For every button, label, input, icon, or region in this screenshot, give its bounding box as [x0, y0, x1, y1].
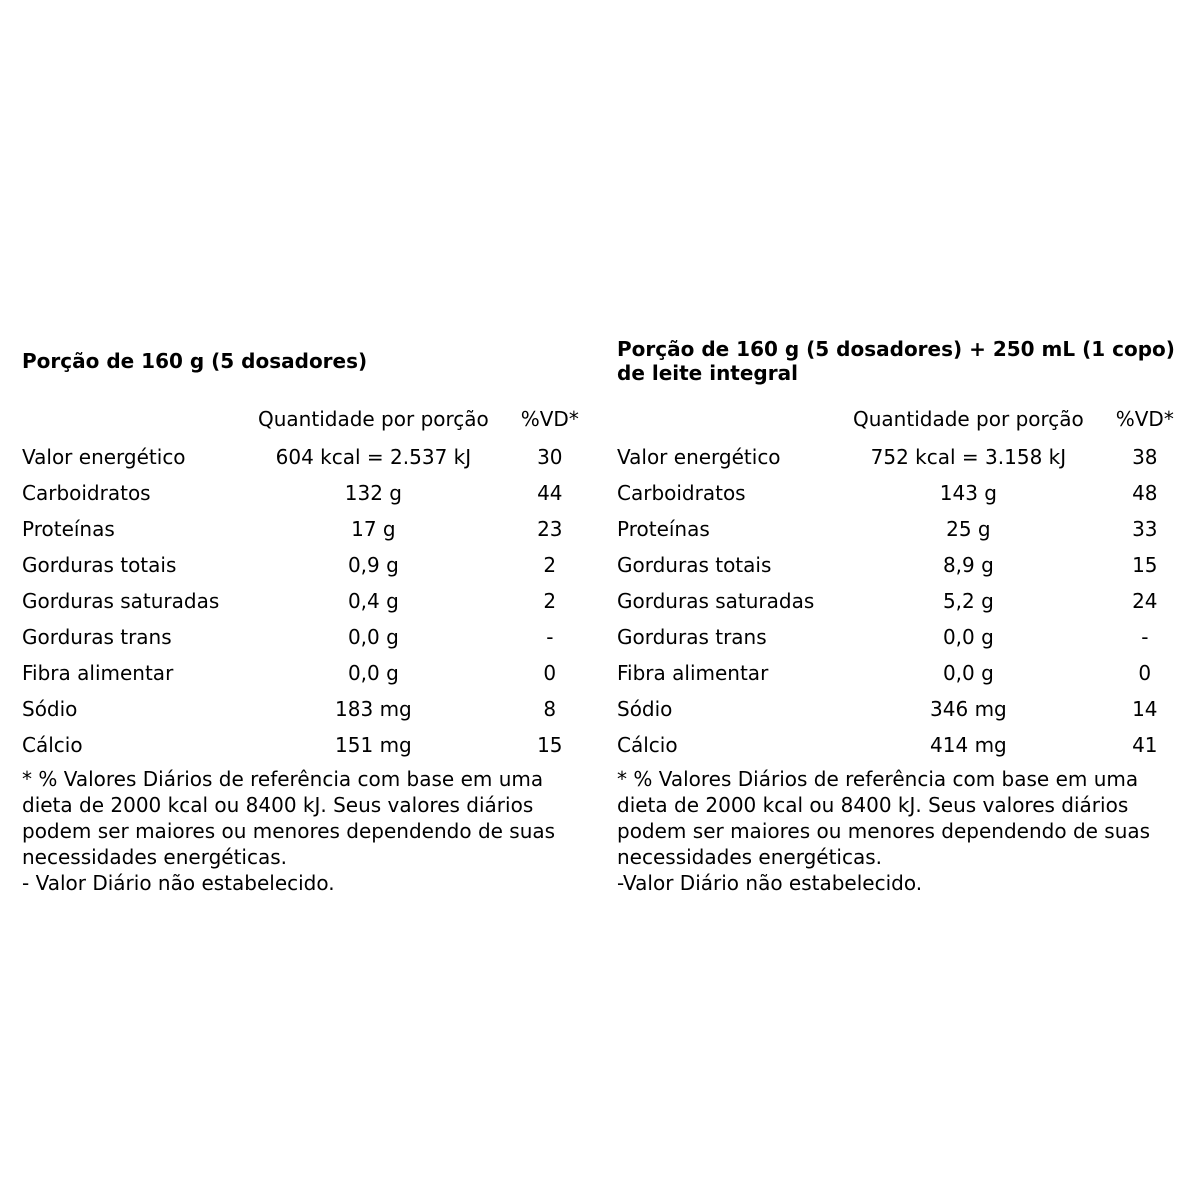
nutrient-dv: 15: [1132, 553, 1158, 577]
nutrient-label: Carboidratos: [617, 481, 746, 505]
nutrient-quantity: 752 kcal = 3.158 kJ: [870, 445, 1067, 469]
table-row: Sódio 183 mg 8: [22, 691, 582, 727]
nutrient-quantity: 0,4 g: [347, 589, 399, 613]
nutrient-dv: 23: [537, 517, 563, 541]
nutrient-dv: 0: [1138, 661, 1152, 685]
nutrient-label: Proteínas: [617, 517, 710, 541]
table-row: Sódio 346 mg 14: [617, 691, 1177, 727]
nutrient-quantity: 0,0 g: [942, 625, 994, 649]
table-row: Proteínas 17 g 23: [22, 511, 582, 547]
daily-values-footnote: * % Valores Diários de referência com ba…: [617, 767, 1151, 869]
nutrient-label: Sódio: [617, 697, 673, 721]
nutrition-table: Quantidade por porção %VD* Valor energét…: [617, 399, 1177, 763]
nutrient-label: Cálcio: [22, 733, 83, 757]
nutrient-label: Gorduras totais: [617, 553, 772, 577]
nutrient-quantity: 8,9 g: [942, 553, 994, 577]
nutrient-label: Gorduras trans: [617, 625, 767, 649]
nutrient-quantity: 143 g: [939, 481, 997, 505]
table-row: Cálcio 151 mg 15: [22, 727, 582, 763]
header-spacer: [617, 399, 824, 439]
table-row: Carboidratos 132 g 44: [22, 475, 582, 511]
nutrition-table: Quantidade por porção %VD* Valor energét…: [22, 399, 582, 763]
dash-footnote: -Valor Diário não estabelecido.: [617, 871, 923, 895]
nutrient-dv: 0: [543, 661, 557, 685]
daily-values-footnote: * % Valores Diários de referência com ba…: [22, 767, 556, 869]
nutrient-quantity: 346 mg: [930, 697, 1007, 721]
nutrient-quantity: 25 g: [946, 517, 991, 541]
nutrient-dv: 48: [1132, 481, 1158, 505]
table-row: Gorduras trans 0,0 g -: [617, 619, 1177, 655]
header-spacer: [22, 399, 229, 439]
nutrient-quantity: 132 g: [344, 481, 402, 505]
nutrient-quantity: 0,0 g: [942, 661, 994, 685]
panel-title: Porção de 160 g (5 dosadores): [22, 337, 582, 385]
dash-footnote: - Valor Diário não estabelecido.: [22, 871, 335, 895]
nutrient-quantity: 0,0 g: [347, 661, 399, 685]
column-header-dv: %VD*: [1115, 407, 1174, 431]
header-row: Quantidade por porção %VD*: [22, 399, 582, 439]
table-row: Valor energético 604 kcal = 2.537 kJ 30: [22, 439, 582, 475]
column-header-quantity: Quantidade por porção: [853, 407, 1084, 431]
table-row: Gorduras totais 0,9 g 2: [22, 547, 582, 583]
column-header-quantity: Quantidade por porção: [258, 407, 489, 431]
table-row: Gorduras saturadas 5,2 g 24: [617, 583, 1177, 619]
nutrient-label: Gorduras saturadas: [22, 589, 220, 613]
nutrient-quantity: 414 mg: [930, 733, 1007, 757]
nutrient-dv: 30: [537, 445, 563, 469]
panel-title: Porção de 160 g (5 dosadores) + 250 mL (…: [617, 337, 1177, 385]
table-row: Gorduras totais 8,9 g 15: [617, 547, 1177, 583]
table-row: Valor energético 752 kcal = 3.158 kJ 38: [617, 439, 1177, 475]
table-row: Fibra alimentar 0,0 g 0: [617, 655, 1177, 691]
nutrient-dv: 2: [543, 553, 557, 577]
nutrient-quantity: 0,9 g: [347, 553, 399, 577]
nutrient-label: Sódio: [22, 697, 78, 721]
panel-title-text: Porção de 160 g (5 dosadores) + 250 mL (…: [617, 337, 1175, 385]
nutrient-label: Fibra alimentar: [22, 661, 174, 685]
nutrient-quantity: 183 mg: [335, 697, 412, 721]
nutrient-dv: 38: [1132, 445, 1158, 469]
nutrient-quantity: 151 mg: [335, 733, 412, 757]
nutrient-dv: 15: [537, 733, 563, 757]
table-row: Proteínas 25 g 33: [617, 511, 1177, 547]
nutrient-quantity: 17 g: [351, 517, 396, 541]
nutrition-info-section: Porção de 160 g (5 dosadores) Quantidade…: [22, 337, 1177, 896]
nutrient-dv: 2: [543, 589, 557, 613]
nutrient-dv: 44: [537, 481, 563, 505]
nutrient-label: Cálcio: [617, 733, 678, 757]
nutrient-dv: 14: [1132, 697, 1158, 721]
nutrient-label: Carboidratos: [22, 481, 151, 505]
nutrient-dv: -: [546, 625, 554, 649]
nutrition-panel-serving-with-milk: Porção de 160 g (5 dosadores) + 250 mL (…: [617, 337, 1177, 896]
header-row: Quantidade por porção %VD*: [617, 399, 1177, 439]
nutrient-label: Valor energético: [617, 445, 781, 469]
nutrient-dv: -: [1141, 625, 1149, 649]
nutrient-dv: 33: [1132, 517, 1158, 541]
table-row: Cálcio 414 mg 41: [617, 727, 1177, 763]
nutrient-label: Gorduras totais: [22, 553, 177, 577]
nutrient-label: Gorduras saturadas: [617, 589, 815, 613]
table-row: Gorduras trans 0,0 g -: [22, 619, 582, 655]
table-row: Gorduras saturadas 0,4 g 2: [22, 583, 582, 619]
nutrient-dv: 24: [1132, 589, 1158, 613]
nutrient-label: Gorduras trans: [22, 625, 172, 649]
nutrient-label: Proteínas: [22, 517, 115, 541]
nutrient-label: Fibra alimentar: [617, 661, 769, 685]
panel-title-text: Porção de 160 g (5 dosadores): [22, 349, 368, 373]
nutrient-quantity: 0,0 g: [347, 625, 399, 649]
table-row: Carboidratos 143 g 48: [617, 475, 1177, 511]
nutrient-quantity: 5,2 g: [942, 589, 994, 613]
nutrient-quantity: 604 kcal = 2.537 kJ: [275, 445, 472, 469]
nutrient-dv: 8: [543, 697, 557, 721]
nutrient-dv: 41: [1132, 733, 1158, 757]
table-row: Fibra alimentar 0,0 g 0: [22, 655, 582, 691]
column-header-dv: %VD*: [520, 407, 579, 431]
nutrition-panel-serving: Porção de 160 g (5 dosadores) Quantidade…: [22, 337, 582, 896]
nutrient-label: Valor energético: [22, 445, 186, 469]
